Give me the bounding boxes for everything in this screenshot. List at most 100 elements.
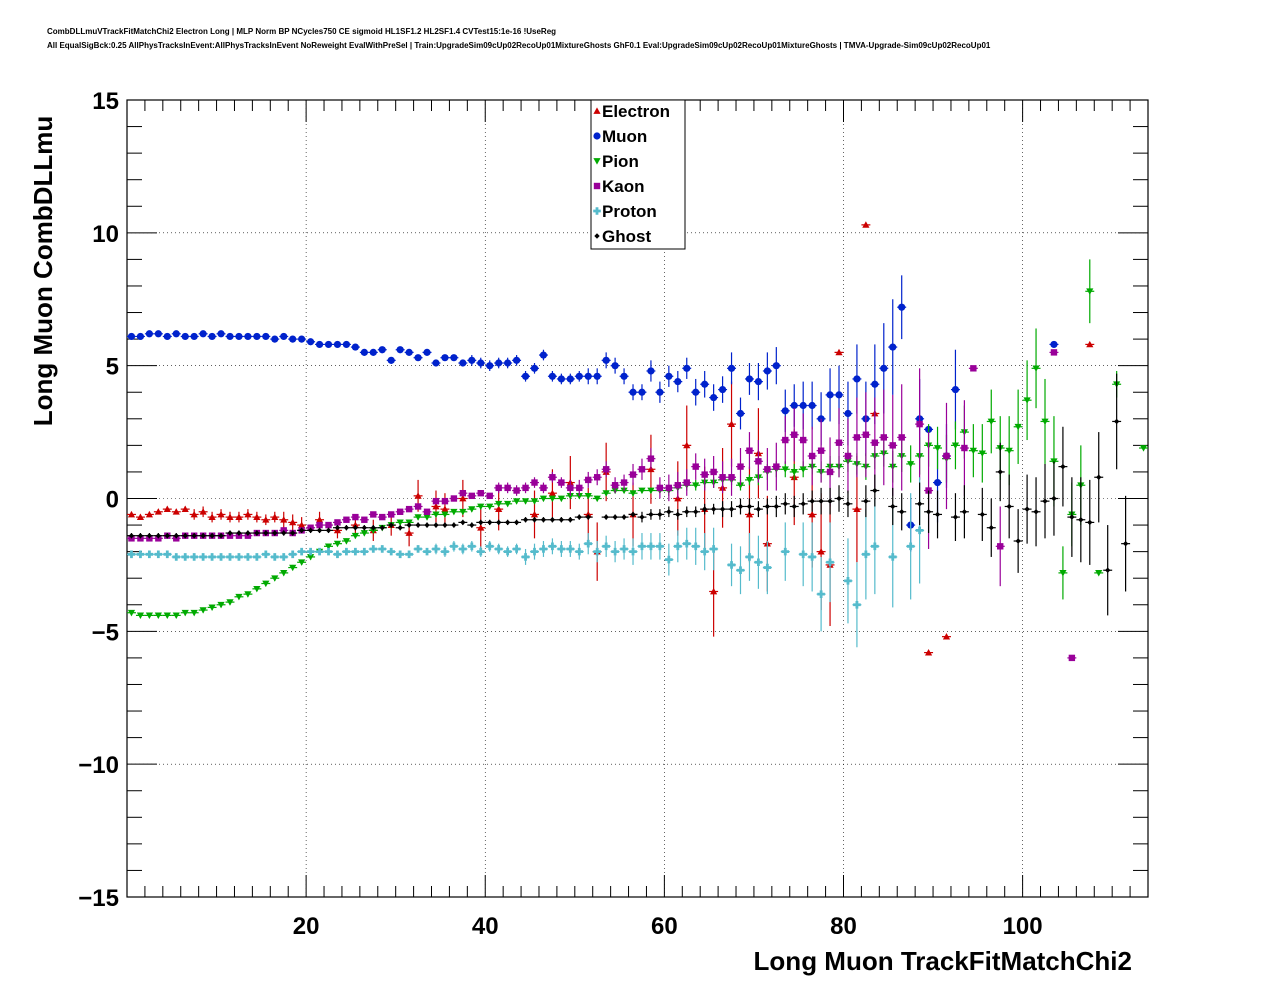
ghost-point	[988, 525, 994, 531]
muon-point	[844, 409, 852, 418]
ghost-point	[522, 517, 529, 523]
pion-point	[414, 514, 422, 521]
pion-point	[423, 514, 431, 521]
electron-point	[853, 505, 861, 513]
electron-series	[127, 221, 1095, 656]
proton-point	[441, 547, 449, 556]
ghost-point	[298, 527, 305, 534]
kaon-point	[943, 452, 950, 460]
ghost-point	[899, 509, 905, 515]
electron-point	[208, 513, 216, 520]
muon-point	[387, 356, 395, 364]
pion-point	[1032, 365, 1040, 372]
ghost-point	[549, 517, 556, 523]
muon-point	[638, 388, 646, 396]
pion-point	[190, 609, 198, 617]
proton-point	[629, 547, 637, 556]
proton-point	[208, 553, 216, 561]
electron-point	[477, 524, 485, 531]
legend-label-electron: Electron	[602, 102, 670, 121]
pion-point	[441, 511, 449, 519]
ghost-point	[657, 511, 663, 518]
proton-point	[262, 550, 270, 559]
pion-point	[432, 511, 440, 519]
pion-point	[987, 418, 995, 426]
proton-point	[871, 542, 879, 551]
ghost-point	[997, 469, 1003, 475]
y-tick-label: 10	[92, 221, 119, 248]
electron-point	[835, 348, 843, 356]
muon-point	[512, 356, 521, 364]
data-points	[127, 221, 1148, 662]
proton-point	[799, 550, 807, 559]
pion-point	[1059, 570, 1067, 577]
pion-point	[369, 527, 377, 534]
proton-point	[468, 542, 476, 551]
electron-point	[289, 518, 297, 526]
ghost-point	[227, 530, 233, 536]
muon-point	[181, 332, 189, 341]
muon-point	[566, 375, 574, 383]
pion-point	[692, 482, 700, 489]
muon-point	[629, 388, 637, 396]
kaon-point	[486, 492, 493, 500]
electron-point	[190, 510, 198, 518]
ghost-point	[648, 511, 654, 518]
muon-point	[145, 330, 153, 338]
proton-point	[638, 542, 646, 551]
muon-point	[280, 332, 288, 341]
electron-point	[298, 521, 306, 528]
ghost-point	[469, 522, 475, 528]
muon-point	[557, 375, 565, 383]
ghost-point	[621, 514, 627, 520]
proton-point	[521, 553, 530, 561]
pion-point	[298, 559, 306, 566]
electron-point	[280, 516, 288, 523]
proton-point	[709, 545, 718, 553]
muon-point	[647, 367, 655, 375]
muon-point	[853, 375, 861, 383]
pion-point	[557, 495, 565, 503]
y-tick-label: −5	[92, 619, 119, 646]
legend-marker-kaon	[593, 182, 601, 190]
muon-point	[289, 335, 297, 343]
proton-point	[566, 545, 575, 553]
kaon-point	[665, 484, 673, 492]
pion-point	[951, 442, 960, 449]
pion-point	[468, 506, 476, 513]
ghost-point	[693, 509, 699, 515]
kaon-point	[808, 452, 816, 460]
ghost-point	[630, 511, 636, 518]
electron-point	[127, 510, 136, 518]
proton-point	[235, 553, 243, 561]
kaon-point	[799, 436, 807, 444]
electron-point	[351, 521, 359, 528]
pion-point	[235, 593, 243, 601]
proton-point	[414, 545, 422, 553]
pion-point	[530, 498, 539, 505]
pion-point	[181, 609, 189, 617]
y-tick-label: 15	[92, 88, 119, 115]
muon-point	[772, 362, 780, 370]
pion-point	[602, 490, 610, 497]
pion-point	[593, 495, 601, 503]
ghost-point	[487, 519, 493, 526]
x-tick-label: 80	[830, 913, 857, 940]
kaon-point	[817, 447, 825, 454]
muon-point	[307, 338, 315, 346]
kaon-point	[701, 471, 708, 478]
electron-point	[459, 494, 467, 502]
proton-point	[324, 547, 333, 556]
legend-box	[590, 99, 686, 250]
kaon-point	[773, 463, 780, 470]
pion-point	[163, 612, 171, 619]
pion-point	[342, 538, 351, 545]
muon-point	[136, 332, 145, 341]
kaon-point	[513, 487, 520, 494]
kaon-point	[683, 479, 690, 486]
muon-point	[351, 343, 359, 351]
ghost-point	[809, 498, 815, 504]
kaon-point	[459, 489, 467, 497]
ghost-point	[576, 514, 582, 520]
ghost-point	[137, 532, 144, 539]
